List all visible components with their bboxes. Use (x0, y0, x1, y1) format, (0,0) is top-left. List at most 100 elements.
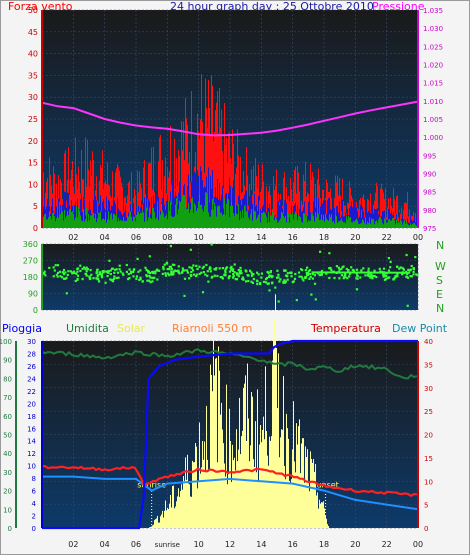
humidity-title: Umidita (66, 322, 109, 335)
direction-point (400, 266, 403, 269)
direction-point (146, 275, 149, 278)
direction-point (231, 269, 234, 273)
direction-point (256, 283, 259, 286)
direction-point (127, 278, 130, 281)
direction-point (139, 277, 142, 281)
direction-point (412, 270, 415, 274)
direction-point (257, 273, 260, 276)
direction-point (286, 272, 289, 275)
direction-point (306, 273, 309, 276)
direction-point (300, 275, 303, 278)
humidity-tick-label: 100 (0, 338, 12, 346)
direction-point (370, 274, 373, 277)
direction-point (366, 273, 369, 277)
direction-point (79, 269, 82, 273)
direction-point (59, 275, 62, 278)
direction-point (44, 274, 47, 277)
direction-point (116, 271, 119, 274)
direction-point (210, 243, 213, 246)
direction-point (225, 266, 229, 269)
pressure-tick-label: 1.010 (423, 98, 443, 106)
dir-letter-w: W (435, 260, 446, 273)
direction-point (232, 268, 235, 271)
direction-point (306, 272, 310, 275)
direction-point (164, 272, 167, 275)
direction-point (64, 277, 67, 280)
x-tick-label: 10 (194, 233, 204, 242)
direction-point (96, 268, 99, 271)
direction-point (389, 266, 392, 269)
x-tick-label: sunrise (155, 541, 180, 549)
direction-tick-label: 360 (23, 240, 38, 249)
direction-point (309, 275, 312, 279)
direction-point (154, 270, 157, 273)
wind-tick-label: 5 (33, 202, 38, 211)
direction-point (367, 270, 370, 273)
direction-point (277, 273, 280, 276)
humidity-tick-label: 10 (3, 506, 12, 514)
direction-point (139, 276, 142, 279)
direction-point (54, 264, 57, 267)
direction-point (306, 266, 309, 269)
direction-point (300, 268, 303, 271)
direction-point (284, 274, 288, 277)
direction-point (278, 280, 281, 283)
direction-point (64, 271, 67, 274)
direction-point (302, 279, 305, 282)
direction-point (338, 268, 341, 271)
direction-point (205, 263, 208, 267)
wind-tick-label: 0 (33, 224, 38, 233)
direction-point (246, 274, 249, 277)
direction-point (371, 275, 374, 279)
direction-point (215, 267, 218, 270)
direction-point (141, 280, 144, 283)
direction-point (189, 274, 192, 277)
direction-point (412, 267, 415, 270)
direction-point (262, 280, 266, 283)
direction-point (406, 304, 409, 307)
temp-tick-label: 25 (424, 408, 433, 416)
temp-tick-label: 5 (424, 502, 428, 510)
dir-letter-n1: N (436, 239, 444, 252)
direction-point (162, 268, 165, 271)
direction-point (304, 269, 307, 272)
direction-point (148, 255, 151, 258)
humidity-tick-label: 30 (3, 469, 12, 477)
direction-point (256, 271, 259, 274)
direction-point (189, 248, 192, 251)
x-tick-label: 20 (350, 233, 360, 242)
direction-point (85, 270, 88, 273)
direction-point (155, 269, 159, 272)
direction-point (195, 274, 198, 278)
rain-line (42, 339, 418, 530)
direction-point (313, 282, 317, 285)
pressure-tick-label: 1.030 (423, 25, 443, 33)
direction-point (402, 268, 405, 271)
x-tick-label: 12 (225, 540, 235, 549)
direction-point (56, 264, 60, 267)
direction-point (195, 273, 198, 276)
direction-point (201, 291, 205, 294)
direction-point (186, 271, 189, 274)
direction-point (52, 266, 55, 269)
direction-point (76, 270, 79, 273)
direction-point (145, 268, 148, 272)
direction-point (307, 270, 310, 273)
direction-point (304, 275, 307, 279)
x-tick-label: 20 (350, 540, 360, 549)
direction-point (277, 300, 280, 303)
direction-point (71, 272, 74, 275)
direction-point (360, 269, 363, 272)
direction-point (188, 266, 191, 269)
direction-point (269, 270, 272, 273)
x-tick-label: 00 (413, 233, 423, 242)
direction-point (342, 265, 345, 268)
direction-point (173, 269, 177, 272)
direction-point (369, 276, 372, 279)
direction-point (192, 273, 195, 276)
direction-point (209, 270, 212, 273)
direction-point (86, 268, 89, 271)
direction-point (202, 271, 205, 274)
dir-letter-e: E (436, 288, 443, 301)
